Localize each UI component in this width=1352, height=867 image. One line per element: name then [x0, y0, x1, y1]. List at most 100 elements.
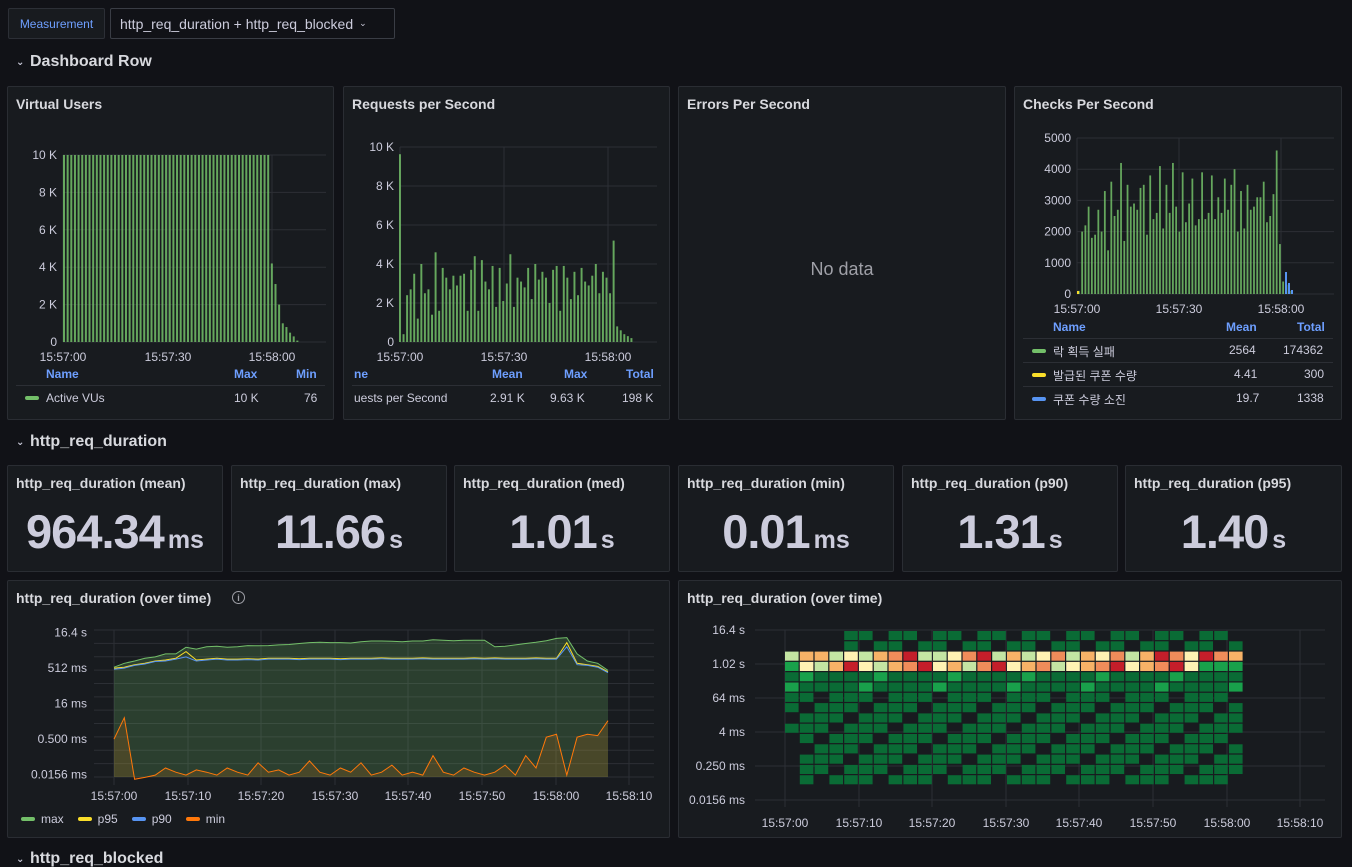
heatmap-cell [844, 764, 858, 774]
y-tick-label: 2 K [39, 298, 57, 312]
bar [580, 267, 583, 342]
stat-panel-p95: http_req_duration (p95) 1.40 s [1125, 465, 1342, 572]
legend-row-name[interactable]: 발급된 쿠폰 수량 [1053, 369, 1137, 383]
bar [1081, 231, 1084, 294]
bar [1133, 203, 1135, 294]
heatmap-cell [888, 661, 903, 671]
measurement-select[interactable]: http_req_duration + http_req_blocked ⌄ [110, 8, 395, 39]
series-line-min [113, 716, 609, 780]
heatmap-cell [933, 754, 947, 764]
legend-row-mean: 2564 [1229, 343, 1256, 357]
stat-panel-p90: http_req_duration (p90) 1.31 s [902, 465, 1118, 572]
bar [555, 265, 558, 342]
legend-header-mean[interactable]: Mean [1226, 320, 1257, 334]
x-tick-label: 15:57:00 [762, 816, 809, 830]
heatmap-cell [1036, 775, 1051, 785]
bar [406, 295, 409, 342]
bar [1272, 194, 1275, 294]
bar [274, 284, 277, 342]
bar [438, 310, 441, 342]
legend-header-name[interactable]: ne [354, 367, 369, 381]
bar [466, 310, 469, 342]
heatmap-cell [1199, 692, 1213, 702]
row-http-req-blocked-toggle[interactable]: ⌄ http_req_blocked [16, 850, 163, 867]
heatmap-cell [977, 682, 991, 692]
legend-header-name[interactable]: Name [46, 367, 79, 381]
legend-header-max[interactable]: Max [234, 367, 258, 381]
heatmap-cell [1155, 661, 1169, 671]
stat-unit: ms [813, 526, 850, 554]
y-tick-label: 10 K [369, 140, 394, 154]
row-dashboard-toggle[interactable]: ⌄ Dashboard Row [16, 53, 152, 71]
heatmap-cell [1199, 651, 1213, 661]
bar [205, 155, 208, 342]
heatmap-cell [888, 703, 903, 713]
legend-item-p90[interactable]: p90 [131, 812, 172, 826]
heatmap-cell [785, 661, 799, 671]
y-tick-label: 2000 [1044, 225, 1071, 239]
heatmap-cell [918, 723, 932, 733]
bar [248, 155, 251, 342]
heatmap-cell [1214, 754, 1228, 764]
legend-header-max[interactable]: Max [564, 367, 588, 381]
legend-header-name[interactable]: Name [1053, 320, 1086, 334]
legend-row-name[interactable]: 쿠폰 수량 소진 [1053, 393, 1126, 407]
heatmap-cell [1229, 703, 1243, 713]
legend-label: max [41, 812, 64, 826]
x-tick-label: 15:57:40 [1056, 816, 1103, 830]
legend-header-total[interactable]: Total [626, 367, 654, 381]
legend-item-p95[interactable]: p95 [77, 812, 118, 826]
legend-item-min[interactable]: min [185, 812, 225, 826]
bar [523, 287, 526, 342]
stat-unit: s [389, 526, 403, 554]
heatmap-cell [1169, 713, 1184, 723]
heatmap-cell [814, 723, 829, 733]
heatmap-cell [873, 703, 888, 713]
bar [1275, 150, 1278, 294]
heatmap-cell [1140, 651, 1154, 661]
heatmap-cell [829, 713, 843, 723]
x-tick-label: 15:57:30 [145, 350, 192, 364]
heatmap-cell [947, 754, 962, 764]
row-title: http_req_blocked [30, 850, 164, 867]
bar [252, 155, 255, 342]
legend-header-min[interactable]: Min [296, 367, 317, 381]
panel-checks-per-second: Checks Per Second 5000 4000 3000 2000 1000 0 1… [1014, 86, 1342, 420]
heatmap-cell [962, 672, 977, 682]
heatmap-cell [888, 713, 903, 723]
heatmap-cell [859, 692, 873, 702]
heatmap-cell [977, 651, 991, 661]
info-icon[interactable]: i [232, 591, 245, 604]
heatmap-cell [1110, 651, 1125, 661]
stat-value: 964.34 ms [8, 504, 222, 559]
panel-title: Virtual Users [16, 96, 103, 112]
legend-row-name[interactable]: 락 획득 실패 [1053, 345, 1115, 359]
legend-header-total[interactable]: Total [1297, 320, 1325, 334]
panel-title: http_req_duration (over time) [16, 590, 212, 606]
legend-item-max[interactable]: max [21, 812, 64, 826]
row-http-req-duration-toggle[interactable]: ⌄ http_req_duration [16, 433, 167, 451]
stat-number: 11.66 [275, 505, 386, 558]
stat-unit: s [1048, 526, 1063, 554]
heatmap-cell [1125, 692, 1139, 702]
bar [110, 155, 113, 342]
legend-header-mean[interactable]: Mean [492, 367, 523, 381]
legend-divider [352, 385, 661, 386]
heatmap-cell [1229, 754, 1243, 764]
heatmap-cell [1095, 661, 1110, 671]
bar [448, 289, 451, 342]
legend-row-name[interactable]: Active VUs [46, 391, 105, 405]
heatmap-cell [1007, 651, 1021, 661]
legend-row-name[interactable]: uests per Second [354, 391, 448, 405]
heatmap-cell [1081, 723, 1095, 733]
heatmap-cell [829, 734, 843, 744]
bar [591, 275, 594, 342]
bar [1136, 209, 1139, 294]
heatmap-cell [799, 754, 814, 764]
heatmap-cell [1021, 672, 1036, 682]
heatmap-cell [1169, 631, 1184, 641]
heatmap-cell [859, 651, 873, 661]
heatmap-cell [1021, 631, 1036, 641]
bar [121, 155, 124, 342]
duration-line-chart: 16.4 s 512 ms 16 ms 0.500 ms 0.0156 ms 15:57:… [31, 625, 654, 803]
